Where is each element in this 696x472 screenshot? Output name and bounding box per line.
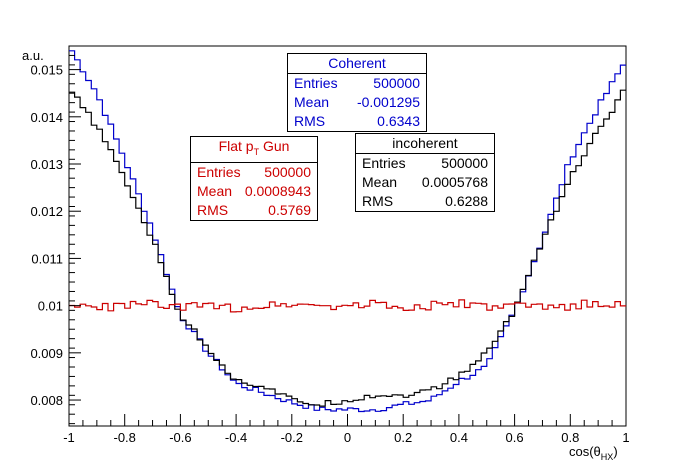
stats-rms-label: RMS bbox=[294, 113, 326, 129]
stats-title-main: Flat p bbox=[218, 138, 254, 154]
stats-mean-value: -0.001295 bbox=[356, 94, 420, 110]
stats-rms-value: 0.6288 bbox=[445, 193, 488, 209]
y-axis-ticks: 0.008 0.009 0.01 0.011 0.012 0.013 0.014 0.015 bbox=[30, 54, 81, 425]
y-tick-label: 0.013 bbox=[30, 157, 63, 172]
stats-rms-label: RMS bbox=[362, 193, 394, 209]
x-tick-label: 0.8 bbox=[561, 430, 579, 445]
x-tick-label: -0.8 bbox=[113, 430, 135, 445]
y-tick-label: 0.008 bbox=[30, 393, 63, 408]
stats-mean-label: Mean bbox=[294, 94, 330, 110]
stats-title-sub: T bbox=[253, 146, 260, 157]
x-tick-label: -0.4 bbox=[225, 430, 247, 445]
series-layer bbox=[69, 50, 626, 413]
stats-title-flat-pt-gun: Flat pT Gun bbox=[191, 137, 317, 163]
stats-box-coherent: Coherent Entries 500000 Mean -0.001295 RMS… bbox=[287, 53, 427, 132]
x-tick-label: 0.2 bbox=[394, 430, 412, 445]
stats-entries-label: Entries bbox=[362, 155, 406, 171]
stats-rms-label: RMS bbox=[197, 201, 229, 218]
y-tick-label: 0.015 bbox=[30, 63, 63, 78]
stats-mean-value: 0.0005768 bbox=[421, 174, 488, 190]
stats-entries-label: Entries bbox=[197, 163, 241, 180]
x-tick-label: -0.2 bbox=[281, 430, 303, 445]
stats-entries-value: 500000 bbox=[264, 163, 311, 180]
stats-box-flat-pt-gun: Flat pT Gun Entries 500000 Mean 0.0008943 … bbox=[190, 136, 318, 221]
stats-mean-label: Mean bbox=[197, 182, 233, 199]
y-tick-label: 0.012 bbox=[30, 204, 63, 219]
stats-entries-label: Entries bbox=[294, 75, 338, 91]
stats-mean-label: Mean bbox=[362, 174, 398, 190]
stats-title-rest: Gun bbox=[259, 138, 290, 154]
y-axis-label: a.u. bbox=[22, 48, 44, 63]
y-tick-label: 0.014 bbox=[30, 110, 63, 125]
stats-rms-value: 0.6343 bbox=[377, 113, 420, 129]
stats-box-incoherent: incoherent Entries 500000 Mean 0.0005768 R… bbox=[355, 133, 495, 212]
stats-mean-value: 0.0008943 bbox=[244, 182, 311, 199]
x-tick-label: 0.6 bbox=[506, 430, 524, 445]
x-axis-ticks: -1 -0.8 -0.6 -0.4 -0.2 0 0.2 0.4 0.6 0.8 1 bbox=[63, 414, 630, 445]
stats-title-incoherent: incoherent bbox=[356, 134, 494, 154]
x-tick-label: 0 bbox=[344, 430, 351, 445]
x-tick-label: -0.6 bbox=[169, 430, 191, 445]
stats-entries-value: 500000 bbox=[373, 75, 420, 91]
stats-entries-value: 500000 bbox=[441, 155, 488, 171]
y-tick-label: 0.01 bbox=[38, 299, 63, 314]
x-tick-label: 0.4 bbox=[450, 430, 468, 445]
x-axis-label: cos(θHX) bbox=[569, 444, 618, 462]
series-line-flat-pt-gun bbox=[69, 299, 626, 313]
x-tick-label: -1 bbox=[63, 430, 75, 445]
y-tick-label: 0.009 bbox=[30, 346, 63, 361]
series-line-incoherent bbox=[69, 89, 626, 407]
stats-title-coherent: Coherent bbox=[288, 54, 426, 74]
y-tick-label: 0.011 bbox=[31, 251, 63, 266]
x-tick-label: 1 bbox=[622, 430, 629, 445]
stats-rms-value: 0.5769 bbox=[268, 201, 311, 218]
